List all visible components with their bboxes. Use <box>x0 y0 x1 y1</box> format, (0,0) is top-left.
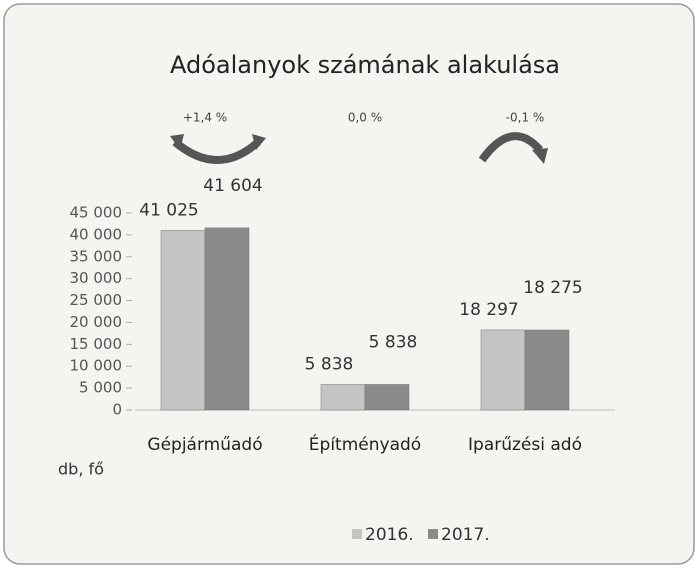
x-tick-label: Építményadó <box>309 433 421 455</box>
legend-label: 2017. <box>441 525 490 545</box>
bar <box>320 384 366 411</box>
y-tick-label: 45 000 <box>70 204 123 222</box>
y-tick-label: 25 000 <box>70 291 123 309</box>
y-tick-label: 40 000 <box>70 225 123 243</box>
x-tick-label: Gépjárműadó <box>147 435 262 455</box>
value-label: 41 025 <box>139 200 198 220</box>
annotation: 0,0 % <box>348 111 382 125</box>
arrow <box>478 132 544 163</box>
arrow-head <box>532 148 548 164</box>
chart-title: Adóalanyok számának alakulása <box>170 51 560 79</box>
annotation: +1,4 % <box>183 111 227 125</box>
y-tick-label: 35 000 <box>70 247 123 265</box>
arrow-head <box>170 134 184 150</box>
value-label: 18 275 <box>523 278 582 298</box>
legend-label: 2016. <box>365 525 414 545</box>
bar <box>480 329 526 411</box>
bar <box>364 384 410 411</box>
bar <box>204 227 250 411</box>
y-tick-label: 10 000 <box>70 357 123 375</box>
value-label: 18 297 <box>459 300 518 320</box>
arrow <box>172 138 261 164</box>
bar <box>160 230 206 411</box>
arrow-head <box>252 134 266 150</box>
annotation: -0,1 % <box>506 111 545 125</box>
value-label: 5 838 <box>305 354 354 374</box>
y-tick-label: 15 000 <box>70 335 123 353</box>
x-tick-label: Iparűzési adó <box>468 435 582 455</box>
value-label: 41 604 <box>203 176 262 196</box>
value-label: 5 838 <box>369 332 418 352</box>
legend-swatch <box>352 529 362 539</box>
y-tick-label: 5 000 <box>79 379 122 397</box>
y-tick-label: 30 000 <box>70 269 123 287</box>
y-tick-label: 0 <box>112 401 122 419</box>
legend-swatch <box>428 529 438 539</box>
bar <box>524 329 570 411</box>
y-tick-label: 20 000 <box>70 313 123 331</box>
y-axis-label: db, fő <box>58 460 104 479</box>
